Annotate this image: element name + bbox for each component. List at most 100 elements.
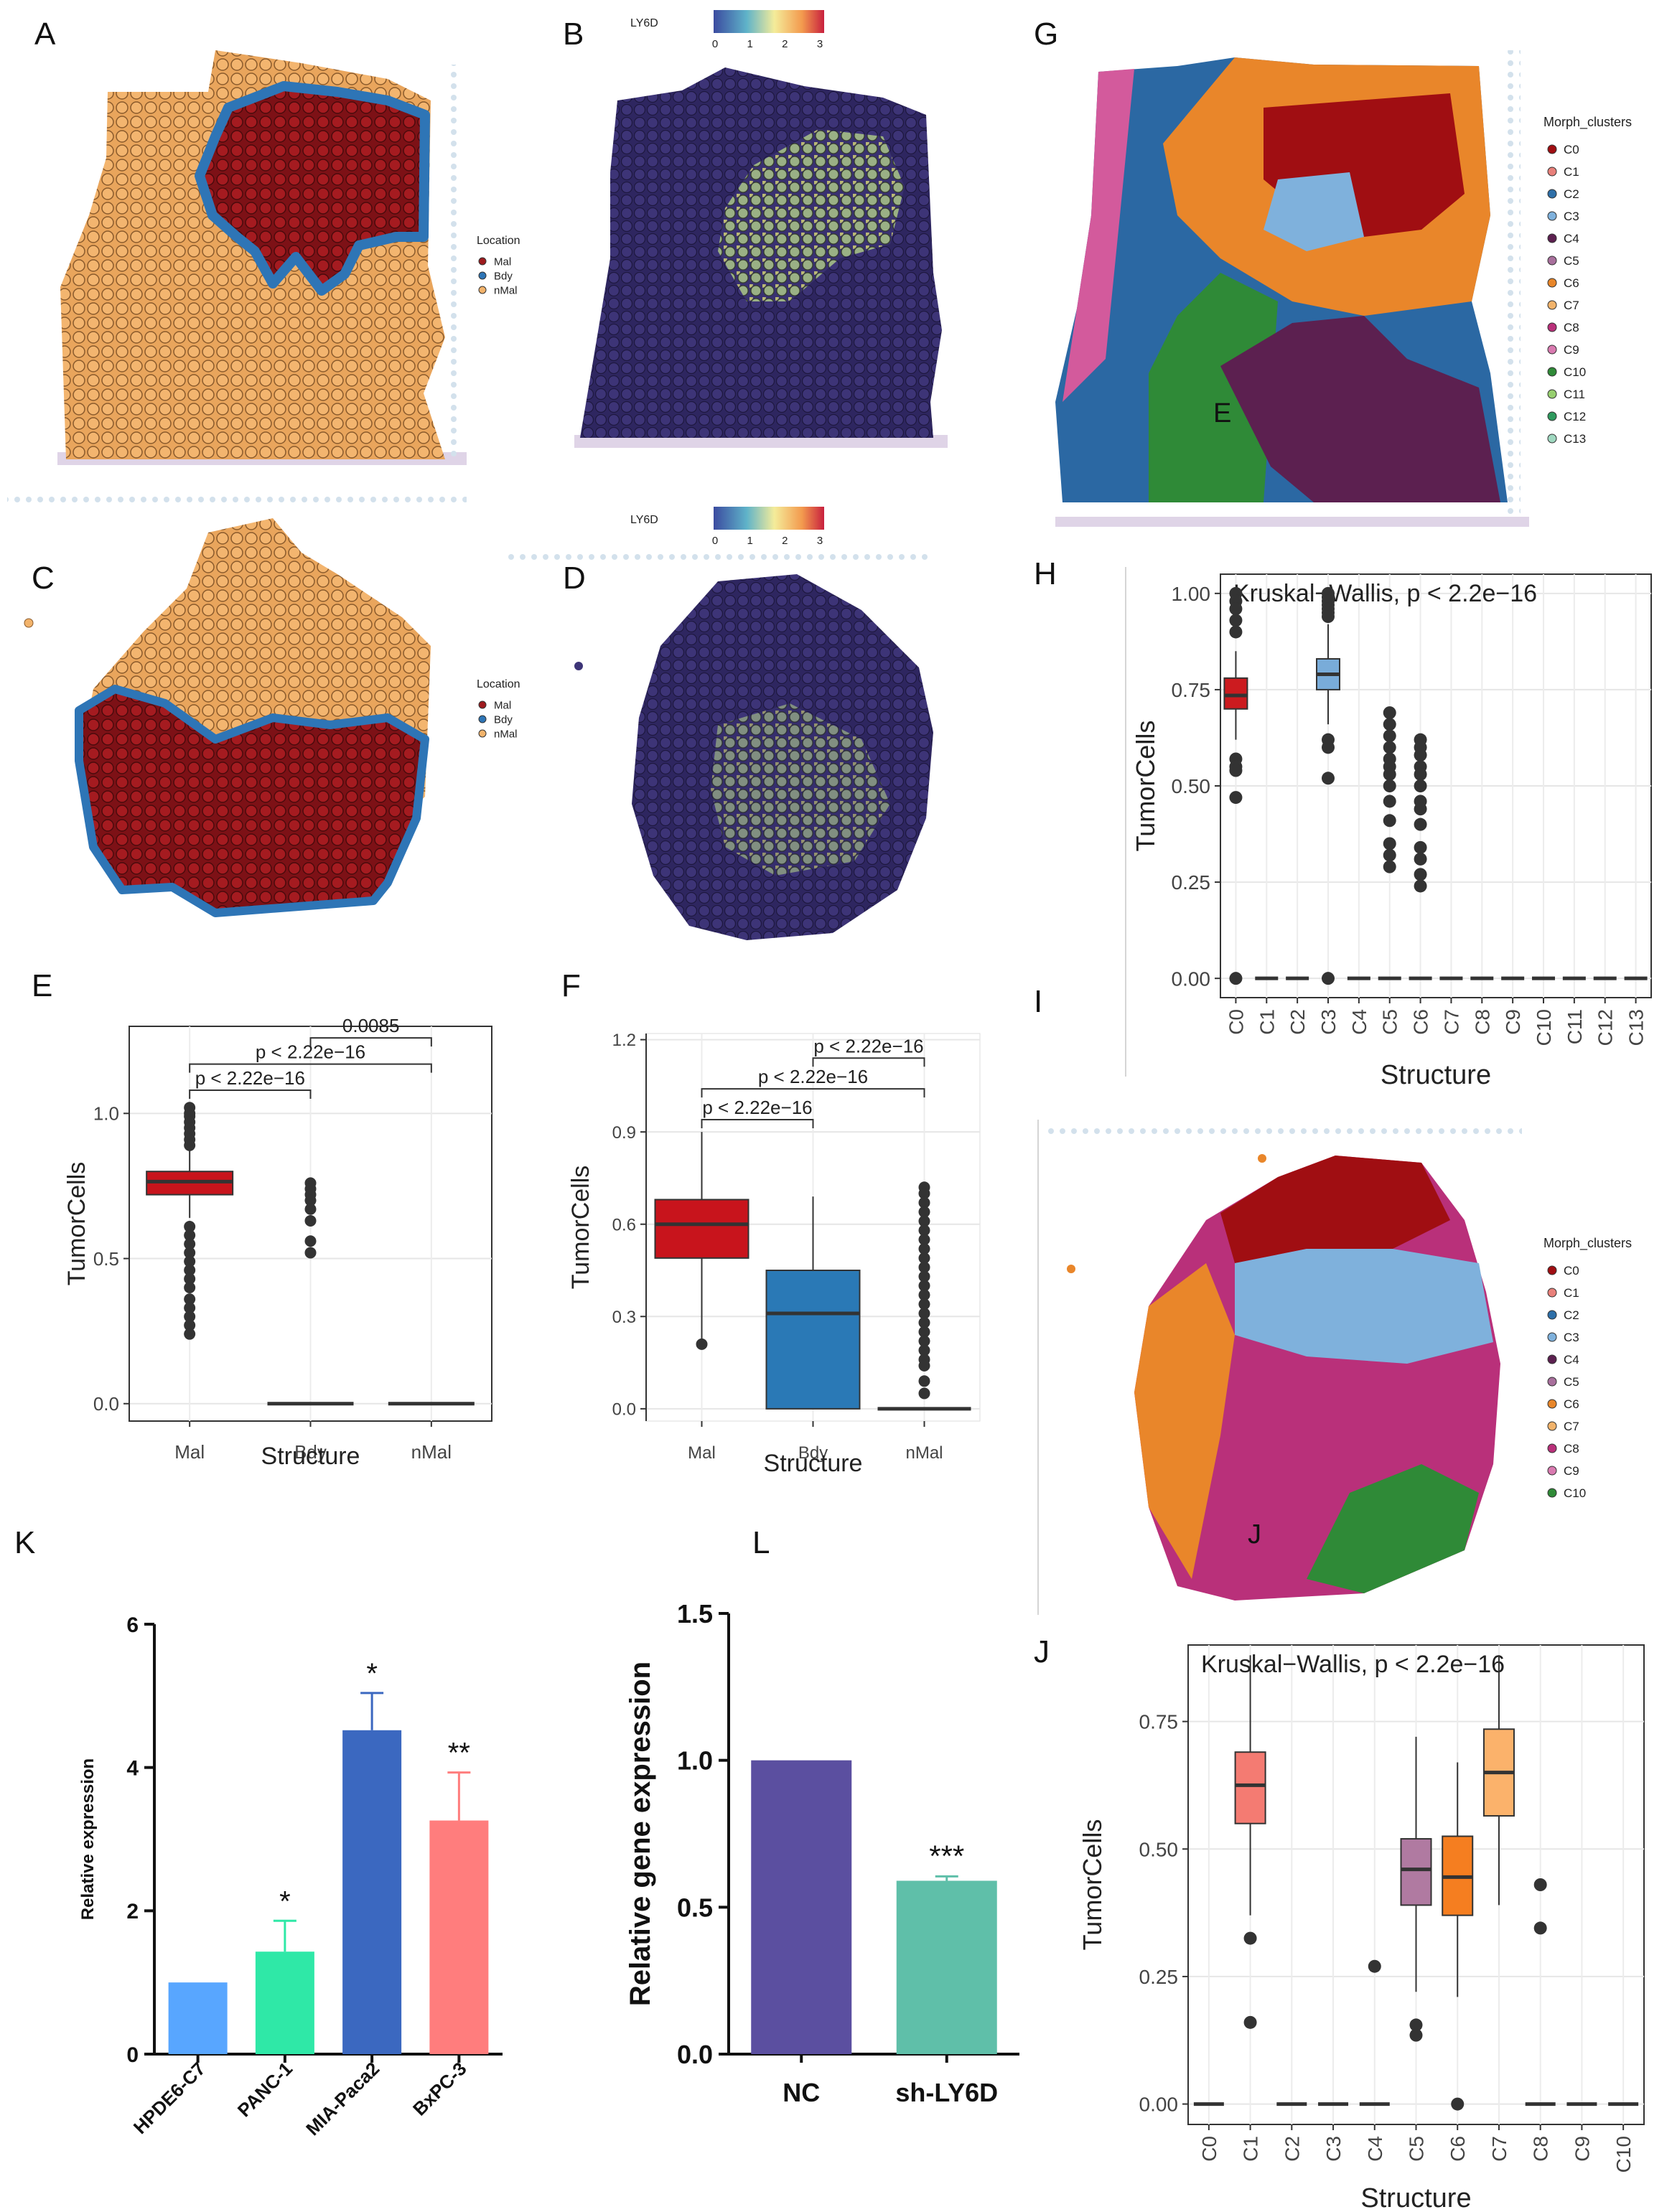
comparison-label: p < 2.22e−16	[813, 1035, 923, 1056]
box-body	[1234, 1751, 1266, 1824]
legend-swatch-c3	[1547, 211, 1557, 221]
legend-label-c8: C8	[1564, 321, 1579, 334]
x-tick-label: Mal	[174, 1441, 205, 1463]
box-outlier	[184, 1293, 196, 1306]
comparison-label: 0.0085	[342, 1015, 400, 1036]
bar-bxpc-3	[429, 1820, 489, 2054]
significance-label: *	[366, 1658, 378, 1690]
bar-nc	[751, 1760, 852, 2054]
colorbar-tick-label: 0	[712, 535, 718, 547]
legend-c: Mal Bdy nMal	[478, 699, 518, 740]
legend-swatch-c1	[1547, 1288, 1557, 1298]
legend-label-c12: C12	[1564, 410, 1586, 423]
panel-label-g: G	[1034, 17, 1058, 52]
comparison-label: p < 2.22e−16	[758, 1066, 868, 1087]
legend-label-c5: C5	[1564, 254, 1579, 268]
box-outlier	[1229, 972, 1243, 985]
box-outlier	[1243, 2015, 1257, 2029]
spot-grid-rim-g	[1508, 50, 1521, 517]
bar-panc-1	[255, 1951, 314, 2054]
colorbar-title-d: LY6D	[630, 514, 658, 526]
box-outlier	[1229, 625, 1243, 639]
legend-swatch-c9	[1547, 1466, 1557, 1476]
box-outlier	[1451, 2097, 1465, 2111]
legend-label-c6: C6	[1564, 276, 1579, 290]
legend-label-c9: C9	[1564, 1464, 1579, 1478]
x-tick-label: HPDE6-C7	[129, 2058, 210, 2138]
y-tick-label: 0.0	[677, 2040, 713, 2069]
tissue-rim-g	[1055, 517, 1529, 527]
panel-label-b: B	[563, 17, 584, 52]
ly6d-high-region-b	[718, 129, 905, 301]
legend-label-c2: C2	[1564, 1308, 1579, 1322]
x-tick-label: C13	[1625, 1009, 1648, 1046]
box-outlier	[1322, 610, 1335, 623]
legend-label-c9: C9	[1564, 343, 1579, 357]
y-tick-label: 0.25	[1139, 1966, 1179, 1988]
box-outlier	[918, 1326, 930, 1338]
legend-swatch-c0	[1547, 1265, 1557, 1275]
legend-label-mal: Mal	[494, 256, 511, 268]
box-body	[654, 1199, 749, 1259]
legend-swatch-mal	[478, 257, 487, 266]
box-outlier	[918, 1187, 930, 1199]
box-outlier	[1414, 802, 1427, 816]
significance-label: ***	[929, 1839, 964, 1873]
box-outlier	[1414, 749, 1427, 762]
box-outlier	[1383, 767, 1396, 781]
box-outlier	[918, 1308, 930, 1319]
box-outlier	[918, 1289, 930, 1301]
comparison-bracket	[701, 1119, 814, 1128]
comparison-bracket	[812, 1057, 925, 1067]
legend-title-i: Morph_clusters	[1543, 1236, 1632, 1251]
y-tick-label: 0.75	[1139, 1711, 1179, 1733]
legend-swatch-c6	[1547, 1399, 1557, 1409]
cluster-c3-region-i	[1235, 1249, 1493, 1364]
x-tick-label: BxPC-3	[408, 2058, 471, 2120]
legend-swatch-c11	[1547, 389, 1557, 399]
box-outlier	[184, 1255, 196, 1267]
box-outlier	[304, 1203, 317, 1215]
x-tick-label: C0	[1225, 1009, 1247, 1035]
spot-grid-rim-d	[503, 548, 933, 560]
chart-l: L 0.0 0.5 1.0 1.5 Relative gene expression NC…	[625, 1525, 1019, 2107]
box-outlier	[184, 1273, 196, 1285]
colorbar-tick-label: 3	[817, 535, 823, 547]
x-tick-label: C2	[1286, 1009, 1309, 1035]
legend-swatch-mal	[478, 700, 487, 709]
legend-swatch-c13	[1547, 434, 1557, 444]
legend-swatch-c7	[1547, 300, 1557, 310]
box-outlier	[1368, 1959, 1381, 1973]
legend-label-c11: C11	[1564, 388, 1585, 401]
box-outlier	[1383, 795, 1396, 808]
box-outlier	[184, 1302, 196, 1314]
box-outlier	[304, 1235, 317, 1247]
x-tick-label: C8	[1471, 1009, 1493, 1035]
legend-swatch-c7	[1547, 1421, 1557, 1431]
x-tick-label: C5	[1406, 2136, 1428, 2162]
box-outlier	[1383, 741, 1396, 754]
legend-label-c7: C7	[1564, 1420, 1579, 1433]
legend-title-g: Morph_clusters	[1543, 115, 1632, 130]
legend-i: C0 C1 C2 C3 C4 C5 C6 C7 C8 C9 C10	[1547, 1264, 1586, 1500]
box-outlier	[1414, 840, 1427, 854]
legend-swatch-nmal	[478, 729, 487, 738]
panel-c: C Location Mal Bdy nMal	[7, 497, 520, 917]
box-outlier	[1229, 602, 1243, 616]
box-outlier	[184, 1319, 196, 1331]
box-outlier	[918, 1215, 930, 1227]
x-axis-title: Structure	[764, 1450, 863, 1477]
legend-label-c0: C0	[1564, 143, 1579, 156]
box-outlier	[918, 1344, 930, 1356]
y-tick-label: 0.0	[93, 1393, 119, 1415]
spot-grid-rim-c	[7, 497, 467, 508]
box-outlier	[918, 1252, 930, 1264]
panel-label-k: K	[14, 1525, 35, 1560]
x-tick-label: Bdy	[798, 1443, 828, 1463]
y-axis-title: TumorCells	[1078, 1819, 1107, 1951]
y-tick-label: 0	[126, 2043, 139, 2067]
panel-label-h: H	[1034, 556, 1057, 591]
legend-swatch-c8	[1547, 1443, 1557, 1453]
tissue-mal-region-c	[75, 685, 429, 917]
box-outlier	[304, 1214, 317, 1227]
